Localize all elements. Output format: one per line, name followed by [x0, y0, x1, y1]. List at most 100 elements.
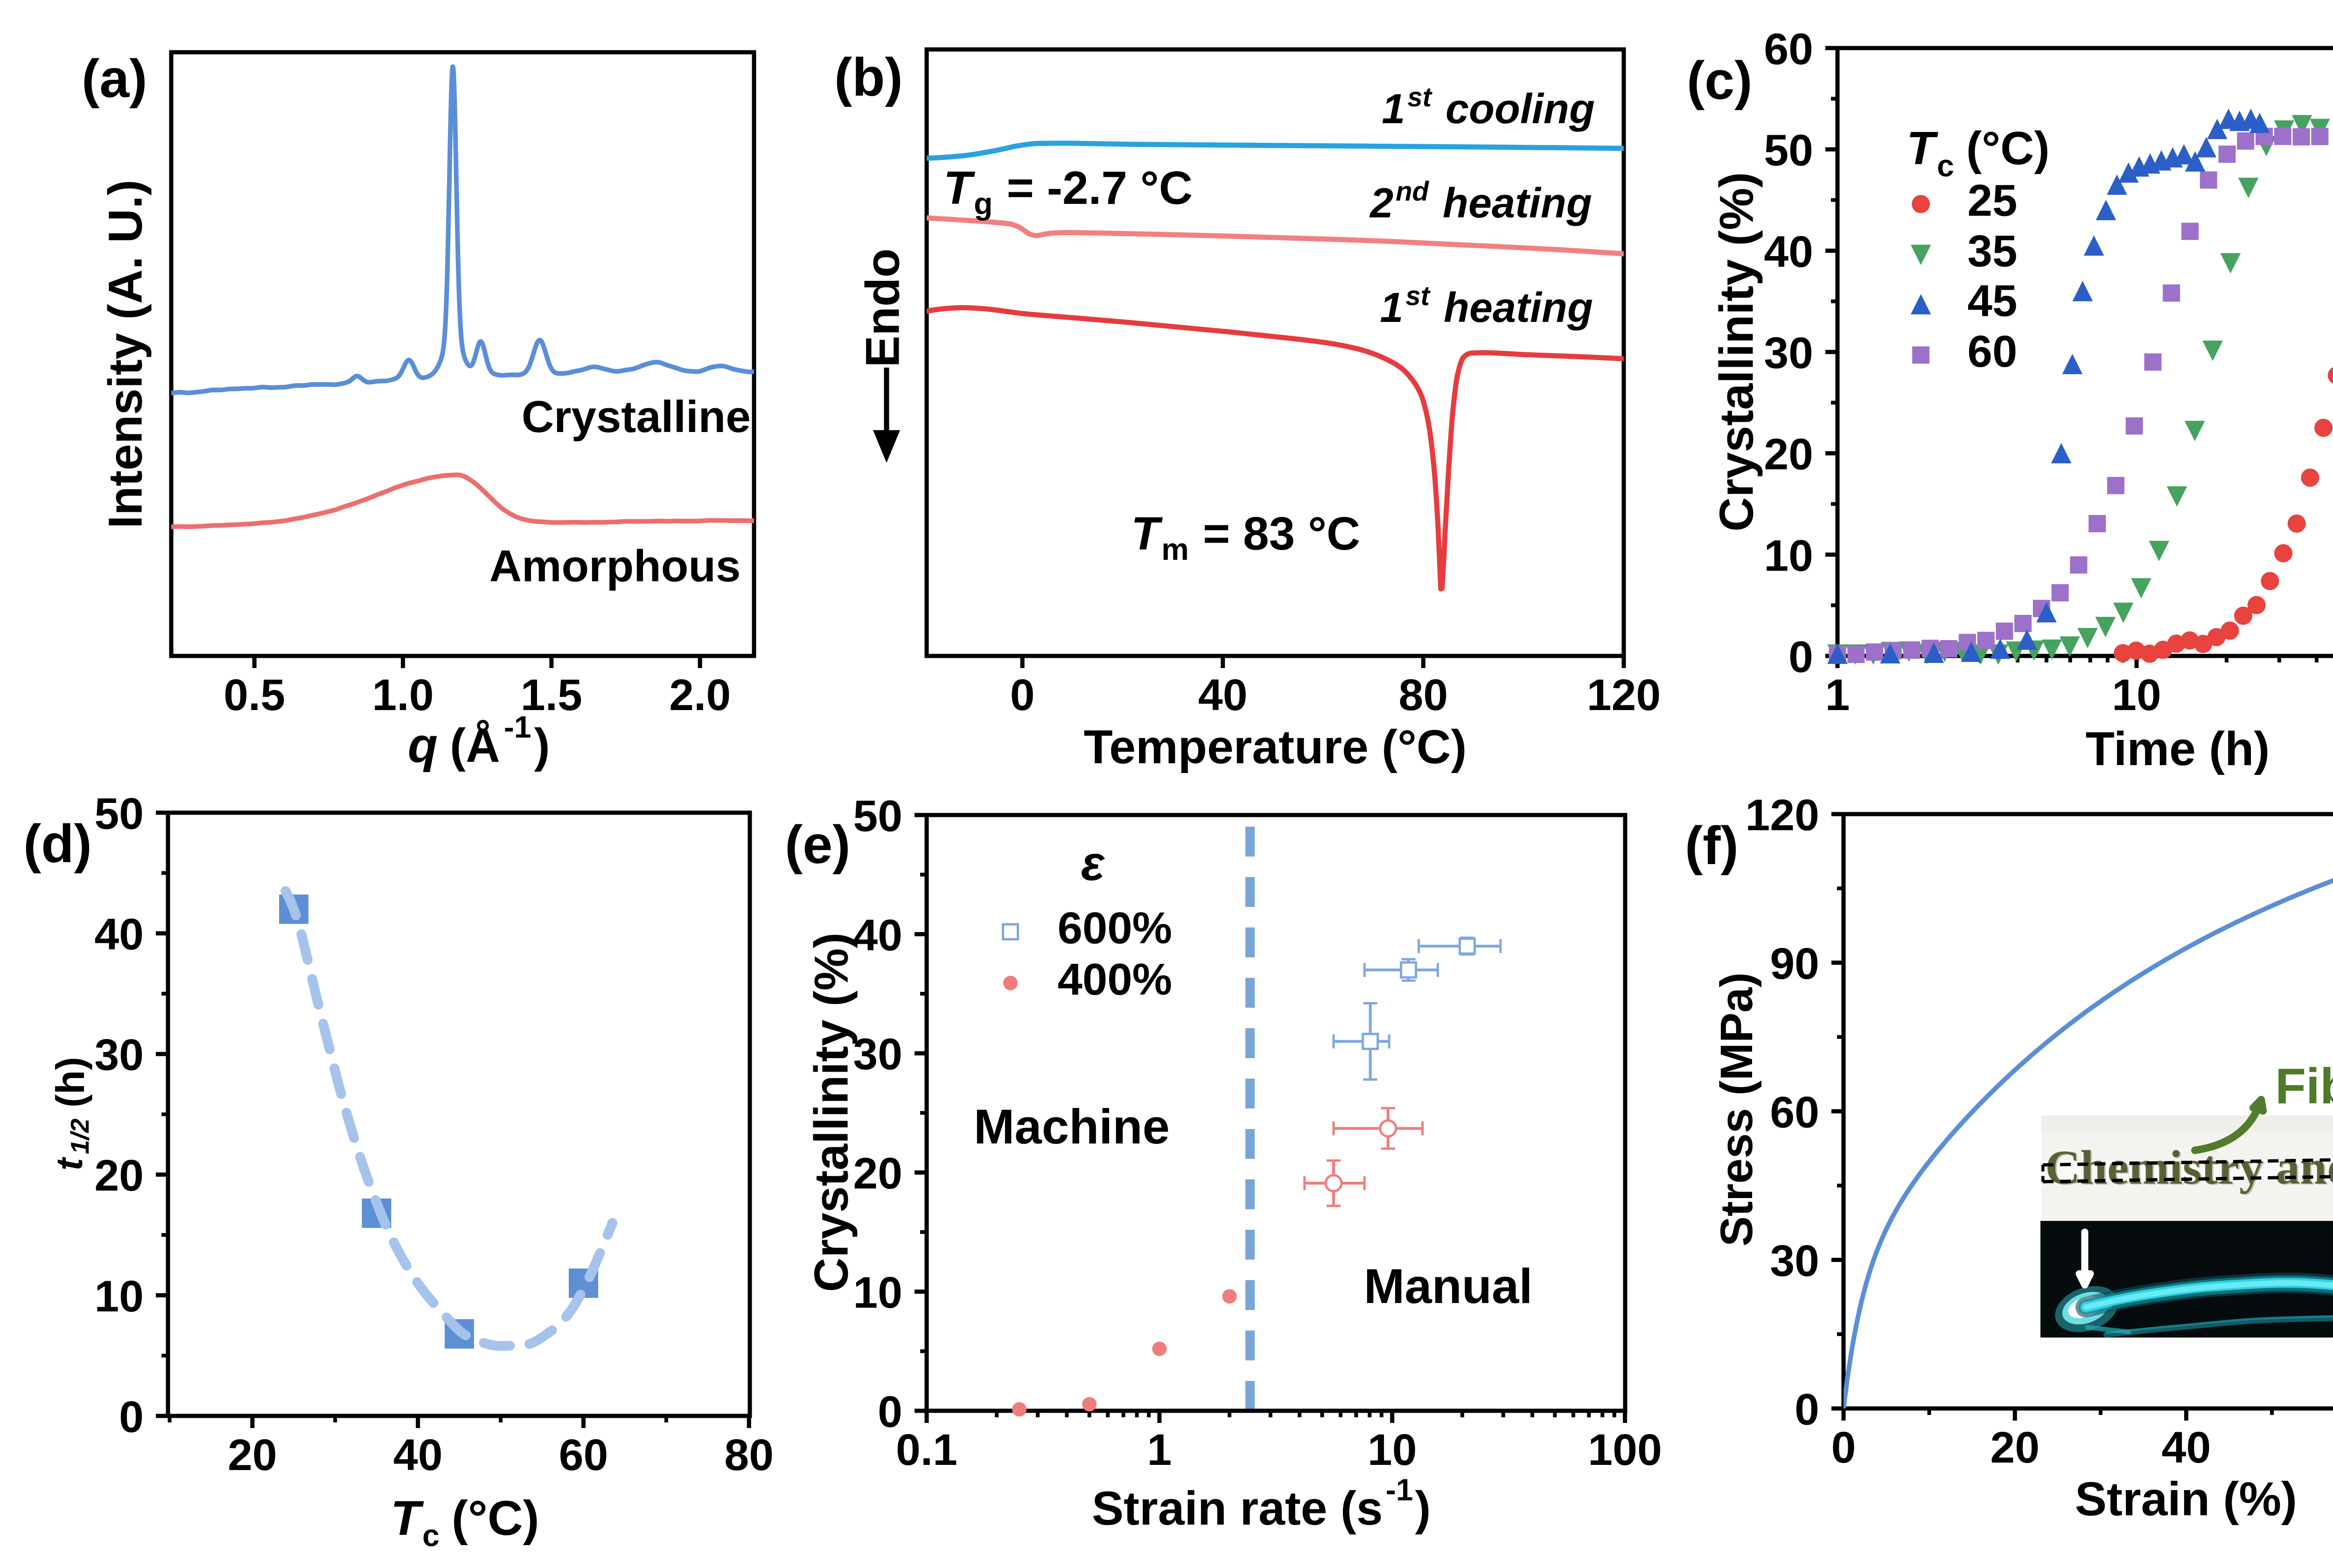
svg-text:60: 60: [1968, 327, 2018, 376]
svg-text:): ): [534, 719, 550, 772]
svg-text:heating: heating: [1443, 180, 1592, 227]
svg-text:1/2: 1/2: [65, 1118, 94, 1154]
svg-text:q: q: [408, 718, 438, 773]
svg-text:10: 10: [1368, 1425, 1417, 1475]
svg-text:40: 40: [853, 911, 902, 960]
svg-text:0: 0: [1788, 632, 1813, 682]
svg-text:1: 1: [1147, 1425, 1172, 1475]
svg-text:Strain rate (s: Strain rate (s: [1092, 1482, 1383, 1535]
svg-text:1: 1: [1825, 670, 1850, 720]
svg-text:T: T: [1131, 508, 1163, 560]
svg-text:30: 30: [1770, 1236, 1819, 1286]
svg-text:40: 40: [1198, 670, 1248, 720]
svg-text:Endo: Endo: [856, 249, 909, 368]
svg-text:40: 40: [1764, 227, 1813, 277]
svg-text:= 83 °C: = 83 °C: [1203, 508, 1360, 560]
svg-text:120: 120: [1587, 670, 1661, 720]
svg-text:Amorphous: Amorphous: [489, 541, 741, 591]
svg-text:c: c: [1937, 148, 1954, 183]
svg-text:0: 0: [1010, 670, 1035, 720]
svg-text:60: 60: [1764, 24, 1813, 74]
svg-text:20: 20: [1990, 1423, 2040, 1472]
svg-text:Crystallinity (%): Crystallinity (%): [804, 933, 858, 1292]
svg-text:600%: 600%: [1058, 903, 1173, 953]
svg-text:2: 2: [1369, 180, 1393, 227]
svg-text:Stress (MPa): Stress (MPa): [1711, 972, 1762, 1247]
svg-text:40: 40: [94, 910, 144, 959]
svg-text:10: 10: [2112, 670, 2161, 720]
svg-text:(Å: (Å: [450, 719, 500, 772]
svg-text:-1: -1: [1386, 1472, 1413, 1507]
svg-text:30: 30: [853, 1030, 902, 1079]
svg-text:50: 50: [853, 791, 902, 841]
svg-text:Machine: Machine: [974, 1100, 1170, 1154]
svg-text:0: 0: [1831, 1423, 1856, 1472]
svg-text:1: 1: [1380, 285, 1403, 331]
svg-text:20: 20: [1764, 430, 1813, 479]
svg-text:0: 0: [1795, 1385, 1819, 1434]
svg-text:T: T: [391, 1491, 424, 1546]
svg-text:Chemistry and Mole: Chemistry and Mole: [2045, 1141, 2333, 1194]
svg-text:50: 50: [94, 789, 144, 838]
svg-text:t: t: [49, 1157, 90, 1171]
svg-text:st: st: [1407, 82, 1432, 112]
svg-text:120: 120: [1745, 790, 1819, 840]
svg-text:(e): (e): [785, 815, 851, 875]
svg-text:40: 40: [393, 1430, 443, 1480]
svg-text:Crystallinity (%): Crystallinity (%): [1710, 172, 1763, 532]
svg-text:400%: 400%: [1058, 955, 1173, 1004]
svg-text:heating: heating: [1444, 285, 1593, 331]
svg-text:(f): (f): [1685, 816, 1739, 876]
svg-text:st: st: [1405, 281, 1431, 311]
svg-text:(c): (c): [1687, 51, 1753, 111]
svg-text:Strain (%): Strain (%): [2075, 1472, 2297, 1526]
svg-text:30: 30: [1764, 328, 1813, 378]
svg-text:(h): (h): [49, 1057, 93, 1108]
svg-text:10: 10: [94, 1272, 144, 1321]
svg-text:0.1: 0.1: [896, 1425, 957, 1475]
svg-text:80: 80: [1399, 670, 1448, 720]
svg-text:50: 50: [1764, 126, 1813, 175]
svg-text:100: 100: [1588, 1425, 1662, 1475]
svg-text:Intensity (A. U.): Intensity (A. U.): [98, 180, 152, 529]
svg-text:35: 35: [1968, 226, 2018, 276]
svg-text:m: m: [1161, 532, 1189, 566]
svg-text:Manual: Manual: [1364, 1259, 1533, 1314]
svg-text:(°C): (°C): [452, 1491, 539, 1546]
svg-text:1.0: 1.0: [372, 670, 434, 720]
svg-text:20: 20: [94, 1151, 144, 1200]
svg-text:Chemistry and Mole: Chemistry and Mole: [2047, 1142, 2333, 1195]
svg-text:60: 60: [559, 1430, 608, 1480]
svg-text:25: 25: [1968, 175, 2018, 225]
svg-text:40: 40: [2162, 1423, 2211, 1472]
svg-text:= -2.7 °C: = -2.7 °C: [1007, 162, 1193, 214]
svg-text:Fiber: Fiber: [2275, 1058, 2333, 1114]
svg-text:10: 10: [853, 1268, 902, 1317]
svg-text:Temperature (°C): Temperature (°C): [1083, 720, 1467, 774]
svg-text:): ): [1415, 1482, 1431, 1535]
svg-text:Crystalline: Crystalline: [522, 392, 751, 442]
svg-text:g: g: [974, 186, 992, 221]
svg-text:(°C): (°C): [1966, 122, 2050, 174]
svg-text:(b): (b): [834, 48, 903, 107]
svg-text:2.0: 2.0: [669, 670, 731, 720]
svg-text:60: 60: [1770, 1087, 1819, 1137]
svg-text:0.5: 0.5: [224, 670, 285, 720]
svg-text:90: 90: [1770, 939, 1819, 989]
svg-text:1: 1: [1382, 86, 1405, 132]
svg-text:20: 20: [228, 1430, 277, 1480]
svg-text:nd: nd: [1396, 176, 1429, 207]
svg-text:10: 10: [1764, 531, 1813, 580]
svg-text:(a): (a): [82, 49, 147, 109]
svg-text:ε: ε: [1081, 836, 1105, 891]
svg-text:cooling: cooling: [1446, 86, 1595, 132]
svg-text:45: 45: [1968, 276, 2018, 326]
svg-text:0: 0: [878, 1387, 902, 1436]
svg-text:20: 20: [853, 1149, 902, 1199]
svg-text:T: T: [943, 162, 976, 214]
svg-text:-1: -1: [504, 710, 531, 744]
svg-text:c: c: [422, 1518, 440, 1553]
svg-text:80: 80: [724, 1430, 774, 1480]
svg-text:0: 0: [119, 1392, 144, 1442]
svg-text:1.5: 1.5: [521, 670, 582, 720]
